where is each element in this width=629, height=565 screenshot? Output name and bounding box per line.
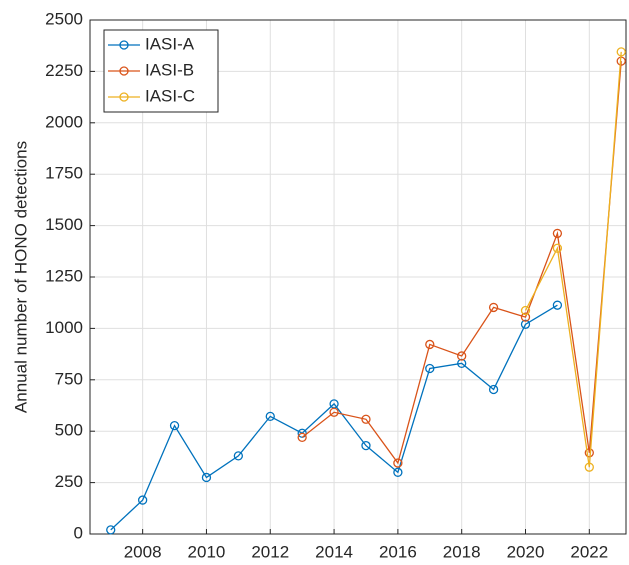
marker [520, 312, 531, 322]
y-tick-label: 250 [55, 472, 83, 491]
marker [233, 451, 244, 461]
marker [520, 319, 531, 329]
x-tick-label: 2008 [124, 542, 162, 561]
legend-label: IASI-B [145, 60, 194, 79]
marker [393, 458, 403, 468]
x-tick-label: 2020 [507, 542, 545, 561]
legend-label: IASI-A [145, 34, 195, 53]
marker [552, 243, 563, 253]
y-tick-label: 1750 [45, 164, 83, 183]
x-tick-label: 2018 [443, 542, 481, 561]
axes-box [89, 19, 627, 535]
x-tick-label: 2010 [188, 542, 226, 561]
marker [169, 420, 180, 431]
marker [361, 414, 371, 424]
marker [297, 432, 307, 443]
marker [361, 440, 371, 451]
marker [616, 47, 626, 57]
marker [488, 384, 499, 395]
marker [106, 525, 116, 535]
y-tick-label: 2000 [45, 112, 83, 131]
y-tick-label: 2250 [45, 61, 83, 80]
legend-marker [119, 40, 129, 50]
marker [552, 228, 563, 239]
marker [425, 363, 435, 374]
series-line [301, 61, 622, 465]
y-tick-label: 2500 [45, 9, 83, 28]
marker [584, 462, 594, 472]
marker [425, 339, 435, 350]
y-tick-label: 1250 [45, 266, 83, 285]
marker [265, 411, 275, 422]
y-tick-label: 1500 [45, 215, 83, 234]
legend-marker [119, 66, 129, 76]
marker [488, 302, 499, 313]
marker [457, 351, 467, 361]
y-tick-label: 1000 [45, 318, 83, 337]
x-tick-label: 2014 [315, 542, 353, 561]
y-tick-label: 500 [55, 421, 83, 440]
y-tick-label: 750 [55, 369, 83, 388]
marker [520, 305, 531, 316]
series-line [524, 51, 622, 468]
legend-marker [119, 92, 129, 102]
legend-label: IASI-C [145, 86, 195, 105]
marker [393, 467, 403, 477]
y-axis-label: Annual number of HONO detections [11, 141, 30, 413]
series-line [110, 304, 558, 531]
marker [201, 472, 212, 483]
x-tick-label: 2012 [251, 542, 289, 561]
y-tick-label: 0 [74, 523, 83, 542]
x-tick-label: 2016 [379, 542, 417, 561]
marker [552, 300, 563, 310]
marker [137, 495, 148, 505]
marker [584, 448, 594, 458]
marker [329, 407, 339, 417]
x-tick-label: 2022 [570, 542, 608, 561]
